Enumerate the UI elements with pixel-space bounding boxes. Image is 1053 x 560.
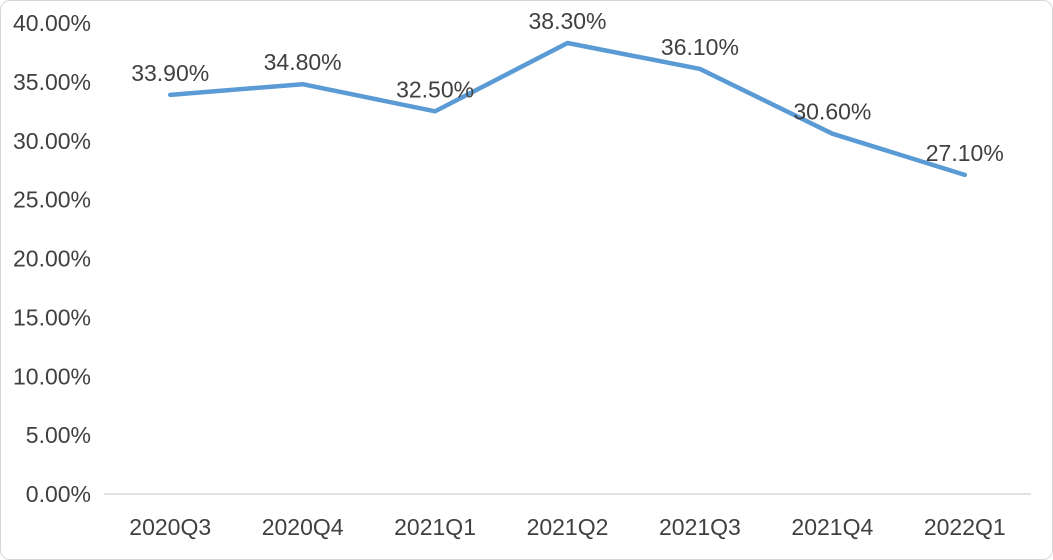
data-label: 30.60% [793, 99, 871, 125]
y-axis-tick-label: 15.00% [13, 304, 91, 330]
data-label: 38.30% [528, 8, 606, 34]
data-label: 34.80% [264, 49, 342, 75]
x-axis-tick-label: 2020Q3 [129, 514, 211, 540]
y-axis-tick-label: 0.00% [26, 481, 91, 507]
x-axis-tick-label: 2021Q1 [394, 514, 476, 540]
y-axis-tick-label: 10.00% [13, 363, 91, 389]
y-axis-tick-label: 5.00% [26, 422, 91, 448]
y-axis-tick-label: 30.00% [13, 128, 91, 154]
x-axis-tick-label: 2021Q2 [527, 514, 609, 540]
x-axis-tick-label: 2022Q1 [924, 514, 1006, 540]
y-axis-tick-label: 40.00% [13, 10, 91, 36]
x-axis-tick-label: 2021Q4 [791, 514, 873, 540]
data-series-line [167, 40, 968, 178]
y-axis-tick-label: 20.00% [13, 246, 91, 272]
data-label: 27.10% [926, 140, 1004, 166]
x-axis-tick-label: 2021Q3 [659, 514, 741, 540]
data-label: 36.10% [661, 34, 739, 60]
data-label: 33.90% [131, 60, 209, 86]
y-axis-tick-label: 35.00% [13, 69, 91, 95]
data-label: 32.50% [396, 76, 474, 102]
x-axis-tick-label: 2020Q4 [262, 514, 344, 540]
y-axis-tick-label: 25.00% [13, 187, 91, 213]
